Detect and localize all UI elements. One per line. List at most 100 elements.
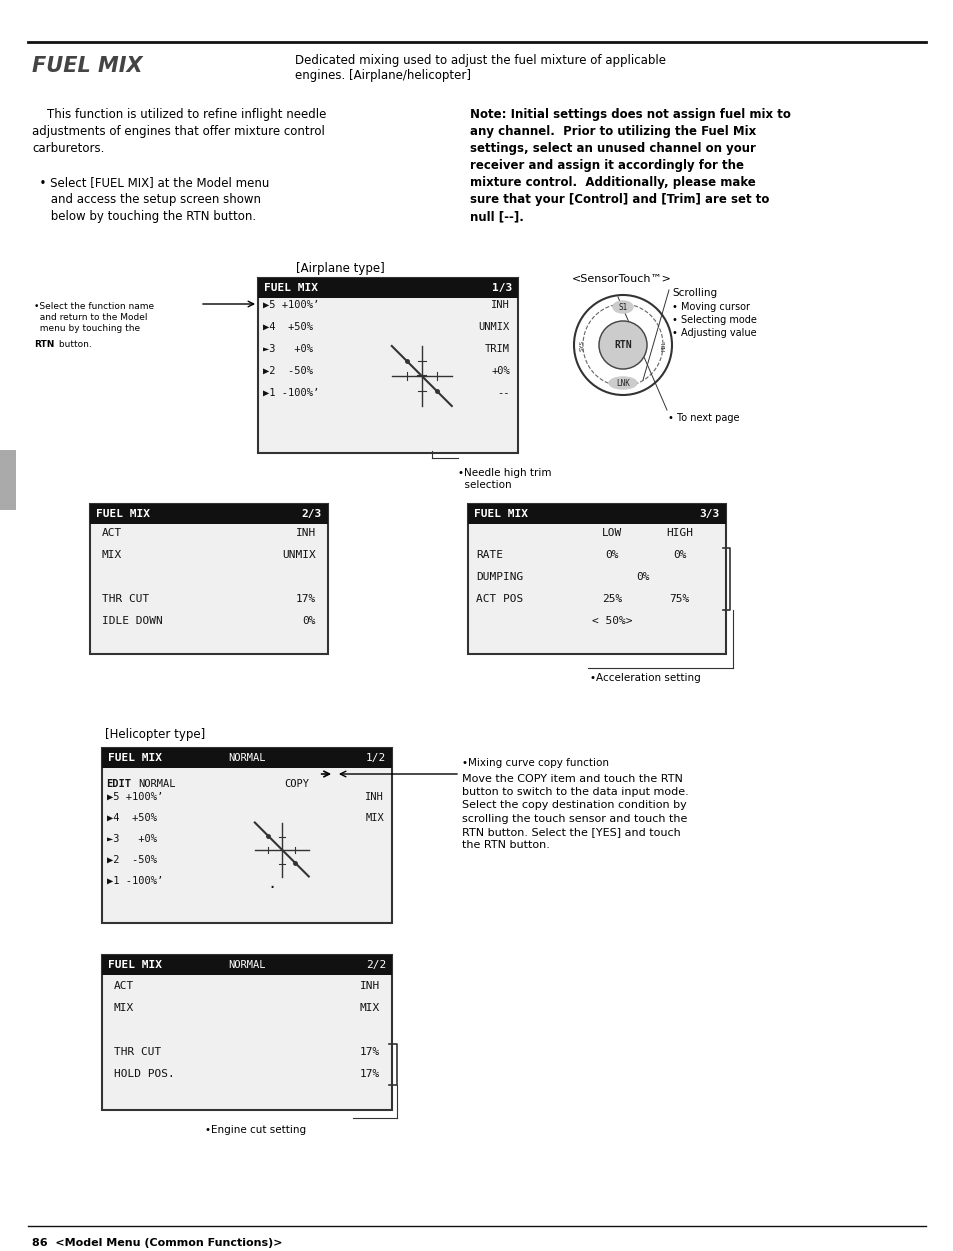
Bar	[257, 278, 517, 453]
Ellipse shape	[598, 322, 646, 369]
Text: NORMAL: NORMAL	[228, 960, 266, 970]
Text: FUEL MIX: FUEL MIX	[264, 283, 317, 293]
Text: Scrolling: Scrolling	[671, 288, 717, 298]
Text: ▶2  -50%: ▶2 -50%	[107, 854, 157, 864]
Ellipse shape	[608, 377, 637, 389]
Text: Note: Initial settings does not assign fuel mix to
any channel.  Prior to utiliz: Note: Initial settings does not assign f…	[470, 108, 790, 223]
Bar	[257, 278, 517, 298]
Text: HOLD POS.: HOLD POS.	[113, 1070, 174, 1080]
Text: DUMPING: DUMPING	[476, 572, 522, 582]
Text: FUEL MIX: FUEL MIX	[96, 509, 150, 519]
Text: ACT: ACT	[113, 981, 134, 991]
Text: RTN: RTN	[34, 340, 54, 349]
Text: This function is utilized to refine inflight needle
adjustments of engines that : This function is utilized to refine infl…	[32, 108, 326, 223]
Text: • Selecting mode: • Selecting mode	[671, 315, 756, 325]
Text: THR CUT: THR CUT	[102, 594, 149, 604]
Text: button.: button.	[56, 340, 91, 349]
Text: MIX: MIX	[365, 813, 384, 823]
Bar	[0, 450, 16, 510]
Text: <SensorTouch™>: <SensorTouch™>	[572, 274, 671, 284]
Text: 17%: 17%	[295, 594, 315, 604]
Ellipse shape	[613, 301, 633, 313]
Text: INH: INH	[491, 300, 510, 310]
Text: FUEL MIX: FUEL MIX	[32, 56, 143, 76]
Text: 0%: 0%	[605, 550, 618, 560]
Text: FUEL MIX: FUEL MIX	[474, 509, 527, 519]
Text: • To next page: • To next page	[667, 413, 739, 423]
Text: 1/3: 1/3	[491, 283, 512, 293]
Text: ▶1 -100%’: ▶1 -100%’	[107, 876, 163, 886]
Text: ►3   +0%: ►3 +0%	[263, 344, 313, 354]
Text: RATE: RATE	[476, 550, 502, 560]
Text: 2/2: 2/2	[365, 960, 386, 970]
Text: NORMAL: NORMAL	[138, 779, 175, 789]
Text: MIX: MIX	[359, 1003, 379, 1013]
Bar	[468, 504, 725, 524]
Text: NORMAL: NORMAL	[228, 753, 266, 763]
Text: FUEL MIX: FUEL MIX	[108, 960, 162, 970]
Text: ▶4  +50%: ▶4 +50%	[107, 813, 157, 823]
Text: •Select the function name
  and return to the Model
  menu by touching the: •Select the function name and return to …	[34, 301, 154, 333]
Text: UNMIX: UNMIX	[282, 550, 315, 560]
Text: MIX: MIX	[102, 550, 122, 560]
Bar	[102, 955, 392, 1110]
Text: •Engine cut setting: •Engine cut setting	[205, 1125, 306, 1135]
Text: 0%: 0%	[636, 572, 650, 582]
Text: ACT POS: ACT POS	[476, 594, 522, 604]
Bar	[90, 504, 328, 654]
Text: 3/3: 3/3	[699, 509, 720, 519]
Bar	[102, 748, 392, 768]
Text: 0%: 0%	[302, 615, 315, 626]
Text: COPY: COPY	[284, 779, 310, 789]
Bar	[102, 748, 392, 923]
Text: LNK: LNK	[616, 379, 629, 388]
Text: Move the COPY item and touch the RTN
button to switch to the data input mode.
Se: Move the COPY item and touch the RTN but…	[461, 774, 688, 849]
Text: RTN: RTN	[614, 340, 631, 350]
Text: [Airplane type]: [Airplane type]	[295, 261, 384, 275]
Text: 1/2: 1/2	[365, 753, 386, 763]
Text: 75%: 75%	[669, 594, 689, 604]
Text: ACT: ACT	[102, 528, 122, 538]
Text: • Moving cursor: • Moving cursor	[671, 301, 749, 311]
Text: •Acceleration setting: •Acceleration setting	[589, 673, 700, 683]
Text: S1: S1	[618, 303, 627, 311]
Text: •Mixing curve copy function: •Mixing curve copy function	[461, 758, 608, 768]
Text: MOL: MOL	[660, 339, 666, 350]
Text: 17%: 17%	[359, 1070, 379, 1080]
Text: 17%: 17%	[359, 1047, 379, 1057]
Text: ▶5 +100%’: ▶5 +100%’	[263, 300, 319, 310]
Bar	[102, 955, 392, 975]
Text: +0%: +0%	[491, 367, 510, 377]
Text: HIGH: HIGH	[665, 528, 692, 538]
Text: TRIM: TRIM	[484, 344, 510, 354]
Text: 0%: 0%	[672, 550, 685, 560]
Text: ▶2  -50%: ▶2 -50%	[263, 367, 313, 377]
Text: .: .	[267, 876, 276, 891]
Text: 25%: 25%	[601, 594, 622, 604]
Text: ▶1 -100%’: ▶1 -100%’	[263, 388, 319, 398]
Text: IDLE DOWN: IDLE DOWN	[102, 615, 163, 626]
Text: LOW: LOW	[601, 528, 622, 538]
Text: ▶4  +50%: ▶4 +50%	[263, 322, 313, 332]
Text: Dedicated mixing used to adjust the fuel mixture of applicable
engines. [Airplan: Dedicated mixing used to adjust the fuel…	[294, 54, 665, 83]
Text: UNMIX: UNMIX	[478, 322, 510, 332]
Text: MIX: MIX	[113, 1003, 134, 1013]
Text: [Helicopter type]: [Helicopter type]	[105, 728, 205, 741]
Text: SYS: SYS	[578, 339, 584, 350]
Text: • Adjusting value: • Adjusting value	[671, 328, 756, 338]
Text: INH: INH	[359, 981, 379, 991]
Text: ▶5 +100%’: ▶5 +100%’	[107, 792, 163, 802]
Bar	[90, 504, 328, 524]
Text: THR CUT: THR CUT	[113, 1047, 161, 1057]
Text: < 50%>: < 50%>	[592, 615, 632, 626]
Text: •Needle high trim
  selection: •Needle high trim selection	[457, 468, 551, 489]
Text: 86  <Model Menu (Common Functions)>: 86 <Model Menu (Common Functions)>	[32, 1238, 282, 1248]
Text: EDIT: EDIT	[106, 779, 131, 789]
Text: INH: INH	[365, 792, 384, 802]
Text: INH: INH	[295, 528, 315, 538]
Bar	[468, 504, 725, 654]
Text: --: --	[497, 388, 510, 398]
Text: ►3   +0%: ►3 +0%	[107, 834, 157, 844]
Text: 2/3: 2/3	[301, 509, 322, 519]
Text: FUEL MIX: FUEL MIX	[108, 753, 162, 763]
